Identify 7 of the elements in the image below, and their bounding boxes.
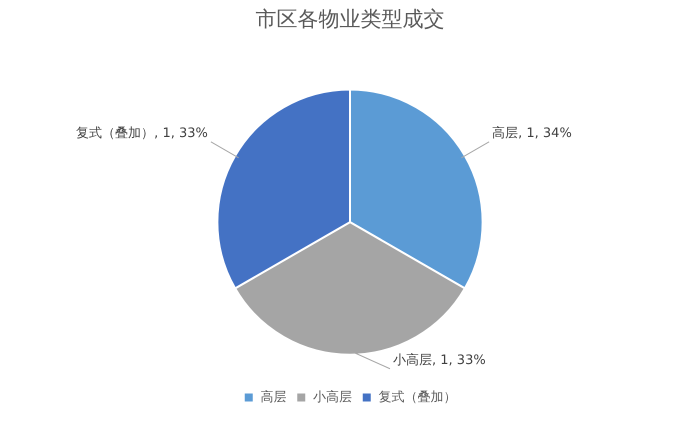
chart-title: 市区各物业类型成交	[256, 7, 444, 32]
data-label: 高层, 1, 34%	[492, 125, 572, 142]
legend-label: 高层	[260, 388, 286, 405]
legend-label: 小高层	[312, 388, 352, 405]
data-label: 小高层, 1, 33%	[393, 352, 486, 368]
legend-label: 复式（叠加）	[378, 390, 456, 405]
data-label: 复式（叠加）, 1, 33%	[76, 126, 208, 142]
